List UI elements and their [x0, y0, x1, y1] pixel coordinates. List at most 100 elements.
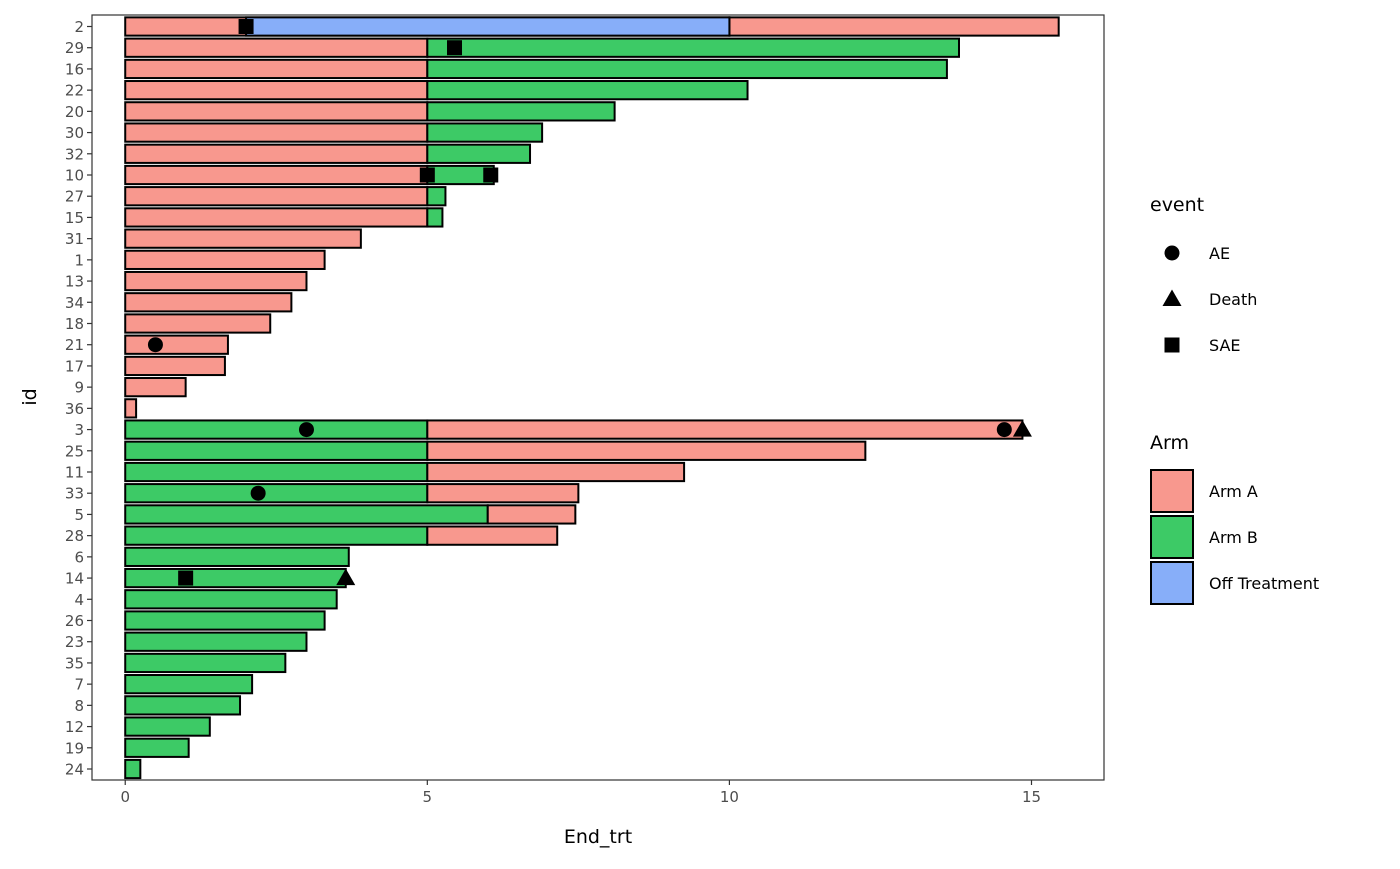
x-tick-label: 5 [423, 788, 433, 806]
x-axis: 0 5 10 15 [120, 780, 1041, 806]
bar-20-arm-a-0 [124, 101, 429, 122]
bar-32-arm-b-1 [426, 143, 532, 164]
legend-label-arm-a: Arm A [1209, 482, 1258, 501]
x-tick-label: 10 [720, 788, 739, 806]
y-tick-label: 20 [65, 103, 84, 121]
event-sae-14-9 [178, 570, 194, 586]
bar-14-arm-b-0 [124, 567, 347, 589]
bar-24-arm-b-0 [124, 758, 142, 780]
legend-label-ae: AE [1209, 244, 1230, 263]
event-sae-10-3 [483, 167, 499, 183]
bar-10-arm-a-0 [124, 164, 429, 186]
bar-25-arm-b-0 [124, 440, 429, 461]
bar-7-arm-b-0 [124, 674, 254, 695]
y-tick-label: 21 [65, 336, 84, 354]
y-tick-label: 4 [74, 591, 84, 609]
bar-21-arm-a-0 [124, 334, 229, 355]
bar-28-arm-a-1 [426, 525, 559, 546]
x-axis-title: End_trt [564, 826, 632, 848]
y-tick-label: 26 [65, 612, 84, 630]
bar-3-arm-a-1 [426, 419, 1024, 440]
y-tick-label: 30 [65, 124, 84, 142]
x-tick-label: 0 [120, 788, 130, 806]
y-tick-label: 9 [74, 379, 84, 397]
bar-28-arm-b-0 [124, 525, 429, 546]
y-tick-label: 3 [74, 421, 84, 439]
y-tick-label: 36 [65, 400, 84, 418]
y-tick-label: 35 [65, 654, 84, 672]
bar-17-arm-a-0 [124, 355, 226, 377]
legend-title-arm: Arm [1150, 432, 1189, 454]
y-tick-label: 8 [74, 697, 84, 715]
bar-29-arm-b-1 [426, 37, 960, 58]
bar-27-arm-a-0 [124, 186, 429, 207]
bar-19-arm-b-0 [124, 737, 190, 758]
y-tick-label: 34 [65, 294, 84, 312]
legend-key-death [1162, 289, 1182, 306]
event-sae-2-0 [238, 19, 254, 34]
bar-13-arm-a-0 [124, 270, 308, 292]
bar-2-off-treatment-2 [245, 16, 731, 37]
bar-22-arm-b-1 [426, 80, 749, 101]
legend-label-death: Death [1209, 290, 1257, 309]
y-tick-label: 25 [65, 442, 84, 460]
bar-22-arm-a-0 [124, 80, 429, 101]
bar-32-arm-a-0 [124, 143, 429, 164]
bar-30-arm-b-1 [426, 122, 544, 143]
bar-1-arm-a-0 [124, 249, 326, 270]
y-tick-label: 32 [65, 145, 84, 163]
legend-label-off-treatment: Off Treatment [1209, 574, 1319, 593]
legend-key-sae [1164, 337, 1180, 353]
y-tick-label: 13 [65, 273, 84, 291]
bar-31-arm-a-0 [124, 228, 362, 249]
legend-key-arm-b [1150, 515, 1194, 559]
bar-5-arm-a-1 [486, 504, 577, 525]
bar-30-arm-a-0 [124, 122, 429, 143]
bar-5-arm-b-0 [124, 504, 489, 525]
y-tick-label: 19 [65, 739, 84, 757]
bar-16-arm-b-1 [426, 58, 948, 80]
y-axis-title: id [19, 388, 41, 405]
legend-label-arm-b: Arm B [1209, 528, 1258, 547]
bars-layer [124, 16, 1060, 780]
y-tick-label: 28 [65, 527, 84, 545]
y-tick-label: 31 [65, 230, 84, 248]
y-tick-label: 18 [65, 315, 84, 333]
event-ae-3-6 [996, 422, 1012, 438]
y-tick-label: 12 [65, 718, 84, 736]
legend-label-sae: SAE [1209, 336, 1241, 355]
bar-18-arm-a-0 [124, 313, 272, 334]
bar-16-arm-a-0 [124, 58, 429, 80]
y-tick-label: 10 [65, 167, 84, 185]
bar-36-arm-a-0 [124, 398, 138, 419]
event-sae-29-1 [447, 40, 463, 56]
legend: event AE Death SAE Arm Arm A Arm B Off Treatmen… [1150, 194, 1319, 605]
bar-23-arm-b-0 [124, 631, 308, 652]
bar-12-arm-b-0 [124, 716, 211, 737]
event-ae-21-4 [147, 337, 163, 353]
events-layer [147, 19, 1032, 586]
y-axis: 2291622203032102715311133418211793632511… [65, 18, 92, 779]
y-tick-label: 5 [74, 506, 84, 524]
bar-26-arm-b-0 [124, 610, 326, 631]
y-tick-label: 27 [65, 188, 84, 206]
bar-11-arm-a-1 [426, 461, 686, 483]
y-tick-label: 14 [65, 570, 84, 588]
bar-33-arm-b-0 [124, 483, 429, 504]
x-tick-label: 15 [1022, 788, 1041, 806]
bar-15-arm-b-1 [426, 207, 444, 228]
bar-20-arm-b-1 [426, 101, 616, 122]
y-tick-label: 22 [65, 82, 84, 100]
legend-key-off-treatment [1150, 561, 1194, 605]
bar-34-arm-a-0 [124, 292, 293, 313]
y-tick-label: 23 [65, 633, 84, 651]
event-death-14-10 [336, 568, 356, 586]
legend-key-arm-a [1150, 469, 1194, 513]
bar-3-arm-b-0 [124, 419, 429, 440]
bar-29-arm-a-0 [124, 37, 429, 58]
y-tick-label: 7 [74, 676, 84, 694]
event-ae-33-8 [250, 485, 266, 501]
bar-9-arm-a-0 [124, 377, 187, 398]
